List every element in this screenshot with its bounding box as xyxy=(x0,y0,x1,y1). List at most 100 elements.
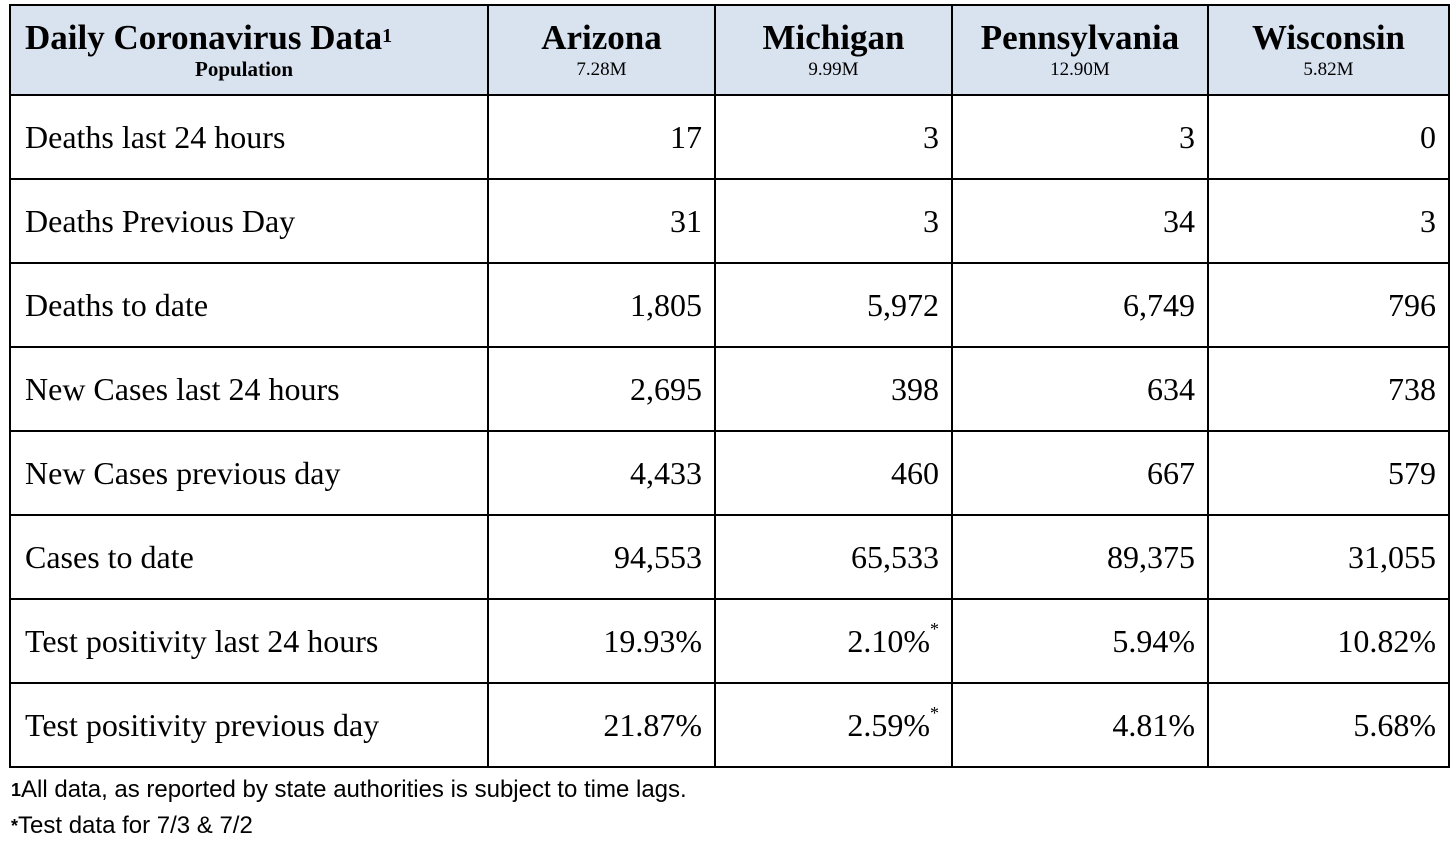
coronavirus-data-table: Daily Coronavirus Data1 Population Arizo… xyxy=(9,4,1450,768)
cell-wisconsin: 5.68% xyxy=(1207,682,1450,768)
cell-michigan: 460 xyxy=(714,430,953,516)
cell-value: 1,805 xyxy=(630,286,702,323)
title-footnote-mark: 1 xyxy=(382,25,393,47)
coronavirus-data-table-container: Daily Coronavirus Data1 Population Arizo… xyxy=(9,4,1450,768)
cell-value: 4,433 xyxy=(630,454,702,491)
cell-pennsylvania: 4.81% xyxy=(951,682,1209,768)
cell-michigan: 398 xyxy=(714,346,953,432)
row-label: Deaths Previous Day xyxy=(9,178,489,264)
cell-pennsylvania: 3 xyxy=(951,94,1209,180)
cell-value: 5.94% xyxy=(1112,622,1195,659)
footnote-text: Test data for 7/3 & 7/2 xyxy=(18,812,253,839)
footnote-test-data: *Test data for 7/3 & 7/2 xyxy=(11,808,687,844)
table-header: Daily Coronavirus Data1 Population Arizo… xyxy=(9,4,1450,96)
table-row: Deaths to date 1,805 5,972 6,749 796 xyxy=(9,262,1450,348)
cell-footnote-mark: * xyxy=(930,702,939,723)
cell-wisconsin: 31,055 xyxy=(1207,514,1450,600)
cell-arizona: 17 xyxy=(487,94,716,180)
table-body: Deaths last 24 hours 17 3 3 0 Deaths Previous… xyxy=(9,94,1450,768)
cell-value: 10.82% xyxy=(1337,622,1436,659)
table-row: Deaths Previous Day 31 3 34 3 xyxy=(9,178,1450,264)
cell-michigan: 65,533 xyxy=(714,514,953,600)
cell-pennsylvania: 5.94% xyxy=(951,598,1209,684)
cell-michigan: 3 xyxy=(714,94,953,180)
cell-wisconsin: 738 xyxy=(1207,346,1450,432)
row-label: Deaths last 24 hours xyxy=(9,94,489,180)
cell-value: 579 xyxy=(1388,454,1436,491)
row-label: Test positivity previous day xyxy=(9,682,489,768)
cell-value: 2.59% xyxy=(847,706,930,743)
table-title-cell: Daily Coronavirus Data1 Population xyxy=(9,4,489,96)
cell-arizona: 1,805 xyxy=(487,262,716,348)
row-label: New Cases last 24 hours xyxy=(9,346,489,432)
table-row: Deaths last 24 hours 17 3 3 0 xyxy=(9,94,1450,180)
cell-value: 17 xyxy=(670,118,702,155)
cell-value: 94,553 xyxy=(614,538,702,575)
row-label: Cases to date xyxy=(9,514,489,600)
cell-pennsylvania: 667 xyxy=(951,430,1209,516)
footnotes: 1All data, as reported by state authorit… xyxy=(11,772,687,844)
cell-michigan: 2.10%* xyxy=(714,598,953,684)
table-title-wrapper: Daily Coronavirus Data1 xyxy=(25,19,487,57)
cell-value: 31,055 xyxy=(1348,538,1436,575)
cell-value: 0 xyxy=(1420,118,1436,155)
cell-michigan: 2.59%* xyxy=(714,682,953,768)
table-row: New Cases last 24 hours 2,695 398 634 738 xyxy=(9,346,1450,432)
cell-value: 89,375 xyxy=(1107,538,1195,575)
cell-value: 796 xyxy=(1388,286,1436,323)
cell-wisconsin: 579 xyxy=(1207,430,1450,516)
row-label: New Cases previous day xyxy=(9,430,489,516)
cell-pennsylvania: 634 xyxy=(951,346,1209,432)
cell-wisconsin: 10.82% xyxy=(1207,598,1450,684)
cell-value: 3 xyxy=(923,202,939,239)
table-title: Daily Coronavirus Data xyxy=(25,18,383,57)
cell-wisconsin: 796 xyxy=(1207,262,1450,348)
cell-value: 3 xyxy=(1179,118,1195,155)
cell-value: 21.87% xyxy=(603,706,702,743)
cell-wisconsin: 3 xyxy=(1207,178,1450,264)
footnote-time-lags: 1All data, as reported by state authorit… xyxy=(11,772,687,808)
cell-value: 4.81% xyxy=(1112,706,1195,743)
state-header-wisconsin: Wisconsin 5.82M xyxy=(1207,4,1450,96)
cell-value: 2.10% xyxy=(847,622,930,659)
cell-arizona: 31 xyxy=(487,178,716,264)
row-label: Deaths to date xyxy=(9,262,489,348)
cell-value: 2,695 xyxy=(630,370,702,407)
table-row: Cases to date 94,553 65,533 89,375 31,055 xyxy=(9,514,1450,600)
cell-wisconsin: 0 xyxy=(1207,94,1450,180)
cell-value: 34 xyxy=(1163,202,1195,239)
state-header-pennsylvania: Pennsylvania 12.90M xyxy=(951,4,1209,96)
state-name: Pennsylvania xyxy=(980,18,1180,57)
cell-michigan: 5,972 xyxy=(714,262,953,348)
state-population: 12.90M xyxy=(1050,59,1110,80)
cell-value: 19.93% xyxy=(603,622,702,659)
cell-value: 6,749 xyxy=(1123,286,1195,323)
cell-value: 460 xyxy=(891,454,939,491)
state-name: Wisconsin xyxy=(1251,18,1406,57)
table-row: New Cases previous day 4,433 460 667 579 xyxy=(9,430,1450,516)
state-population: 5.82M xyxy=(1303,59,1354,80)
cell-value: 3 xyxy=(1420,202,1436,239)
cell-arizona: 21.87% xyxy=(487,682,716,768)
footnote-symbol: 1 xyxy=(11,780,22,800)
cell-value: 738 xyxy=(1388,370,1436,407)
cell-value: 634 xyxy=(1147,370,1195,407)
table-row: Test positivity last 24 hours 19.93% 2.10%… xyxy=(9,598,1450,684)
cell-value: 65,533 xyxy=(851,538,939,575)
header-row: Daily Coronavirus Data1 Population Arizo… xyxy=(9,4,1450,96)
row-label: Test positivity last 24 hours xyxy=(9,598,489,684)
cell-arizona: 19.93% xyxy=(487,598,716,684)
population-label: Population xyxy=(195,57,294,81)
state-header-arizona: Arizona 7.28M xyxy=(487,4,716,96)
cell-value: 3 xyxy=(923,118,939,155)
cell-footnote-mark: * xyxy=(930,618,939,639)
footnote-text: All data, as reported by state authoriti… xyxy=(21,776,687,803)
state-population: 7.28M xyxy=(576,59,627,80)
cell-value: 31 xyxy=(670,202,702,239)
footnote-symbol: * xyxy=(11,816,19,836)
cell-arizona: 4,433 xyxy=(487,430,716,516)
cell-pennsylvania: 89,375 xyxy=(951,514,1209,600)
state-population: 9.99M xyxy=(808,59,859,80)
state-header-michigan: Michigan 9.99M xyxy=(714,4,953,96)
cell-pennsylvania: 6,749 xyxy=(951,262,1209,348)
